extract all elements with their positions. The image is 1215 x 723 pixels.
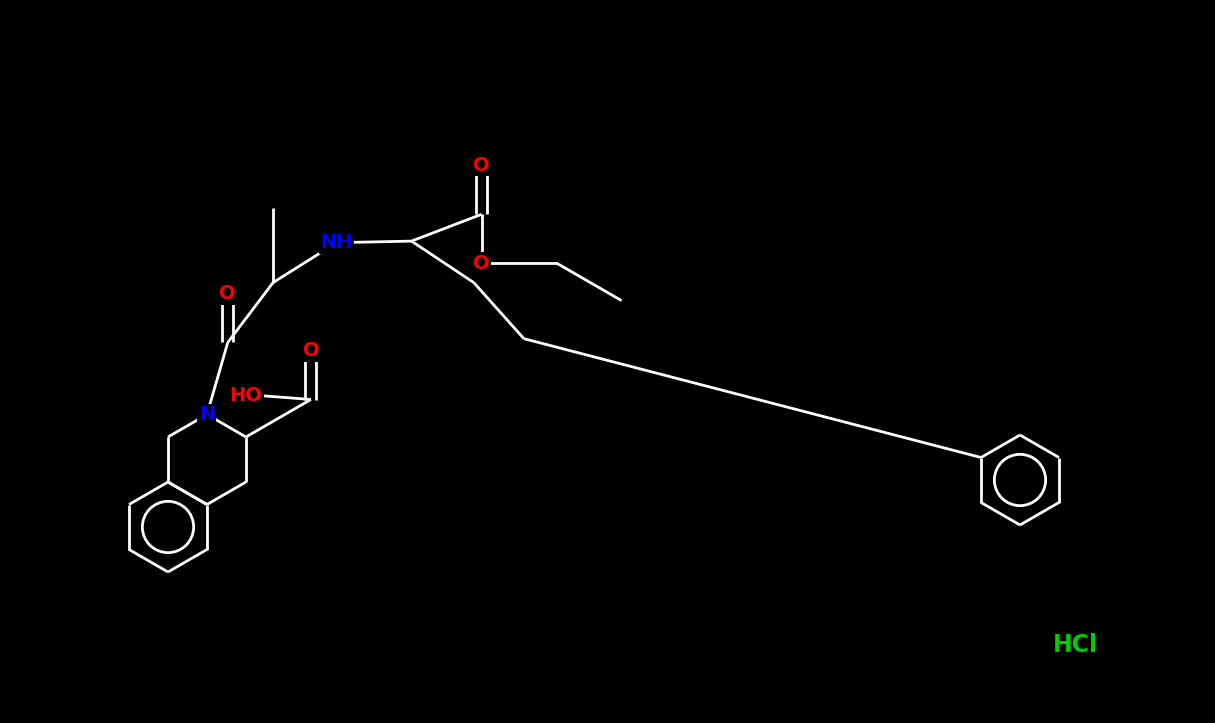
- Text: NH: NH: [321, 234, 352, 252]
- Text: O: O: [473, 156, 490, 175]
- Text: O: O: [303, 341, 320, 360]
- Text: O: O: [473, 254, 490, 273]
- Text: N: N: [199, 405, 215, 424]
- Text: HO: HO: [230, 386, 262, 406]
- Text: O: O: [220, 284, 236, 303]
- Text: HCl: HCl: [1052, 633, 1097, 657]
